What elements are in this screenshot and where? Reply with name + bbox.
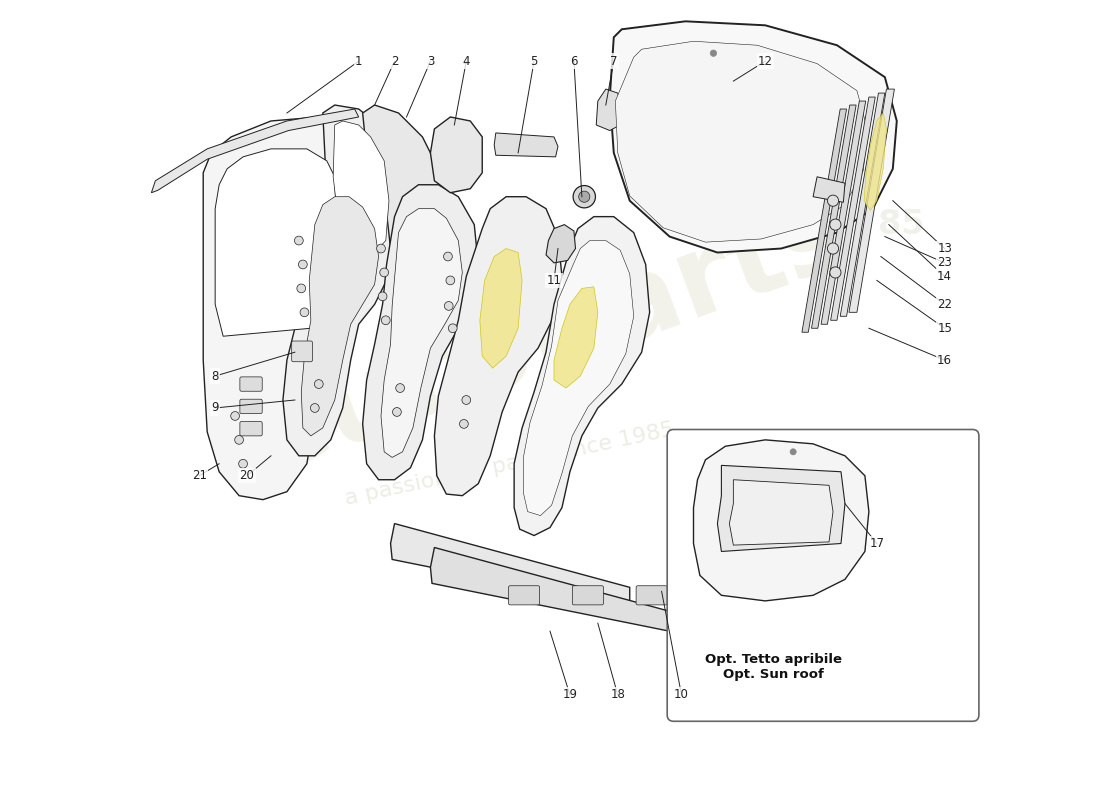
Text: 22: 22 (937, 298, 953, 311)
Circle shape (449, 324, 458, 333)
Polygon shape (717, 466, 845, 551)
Polygon shape (821, 101, 866, 324)
Polygon shape (434, 197, 562, 496)
Text: 17: 17 (869, 537, 884, 550)
Text: 18: 18 (610, 689, 625, 702)
Circle shape (396, 384, 405, 393)
FancyBboxPatch shape (240, 422, 262, 436)
Polygon shape (301, 197, 378, 436)
FancyBboxPatch shape (636, 586, 668, 605)
Polygon shape (152, 109, 359, 193)
Circle shape (790, 449, 796, 455)
Text: 20: 20 (240, 470, 254, 482)
Text: 2: 2 (390, 54, 398, 68)
Circle shape (382, 316, 390, 325)
Polygon shape (693, 440, 869, 601)
Circle shape (443, 252, 452, 261)
Circle shape (827, 195, 838, 206)
Circle shape (298, 260, 307, 269)
Circle shape (239, 459, 248, 468)
Text: 11: 11 (547, 274, 561, 287)
FancyBboxPatch shape (240, 377, 262, 391)
FancyBboxPatch shape (240, 399, 262, 414)
Circle shape (315, 380, 323, 389)
Polygon shape (494, 133, 558, 157)
Text: 15: 15 (937, 322, 953, 334)
Text: 12: 12 (758, 54, 772, 68)
Text: 4: 4 (462, 54, 470, 68)
Circle shape (310, 403, 319, 412)
Text: 8: 8 (211, 370, 219, 382)
Text: 7: 7 (610, 54, 617, 68)
Polygon shape (840, 93, 884, 316)
Circle shape (460, 419, 469, 428)
Text: 6: 6 (570, 54, 578, 68)
Polygon shape (609, 22, 896, 253)
Circle shape (462, 396, 471, 404)
Circle shape (444, 302, 453, 310)
Text: europarts: europarts (235, 176, 865, 496)
Polygon shape (802, 109, 847, 332)
Circle shape (393, 407, 402, 416)
Circle shape (711, 50, 716, 56)
Text: 19: 19 (562, 689, 578, 702)
Polygon shape (204, 117, 359, 500)
Circle shape (300, 308, 309, 317)
Text: a passion for parts since 1985: a passion for parts since 1985 (343, 419, 676, 509)
Circle shape (234, 435, 243, 444)
Circle shape (579, 191, 590, 202)
Polygon shape (322, 105, 407, 277)
Circle shape (297, 284, 306, 293)
Polygon shape (480, 249, 522, 368)
Polygon shape (390, 523, 629, 607)
Polygon shape (216, 149, 337, 336)
Polygon shape (554, 286, 597, 388)
Circle shape (378, 292, 387, 301)
Text: 85: 85 (878, 208, 924, 241)
Text: 9: 9 (211, 402, 219, 414)
Circle shape (295, 236, 304, 245)
Polygon shape (363, 185, 478, 480)
Text: 21: 21 (191, 470, 207, 482)
FancyBboxPatch shape (572, 586, 604, 605)
Circle shape (379, 268, 388, 277)
Text: 13: 13 (937, 242, 953, 255)
Circle shape (827, 243, 838, 254)
Polygon shape (812, 105, 856, 328)
Text: 3: 3 (427, 54, 434, 68)
Text: 14: 14 (937, 270, 953, 283)
Polygon shape (524, 241, 634, 515)
Polygon shape (865, 113, 887, 210)
Polygon shape (830, 97, 876, 320)
Polygon shape (615, 42, 867, 242)
Text: 23: 23 (937, 256, 953, 270)
Polygon shape (430, 547, 670, 631)
Text: Opt. Tetto apribile
Opt. Sun roof: Opt. Tetto apribile Opt. Sun roof (705, 653, 842, 681)
Text: 10: 10 (674, 689, 689, 702)
Polygon shape (381, 209, 462, 458)
Circle shape (446, 276, 454, 285)
Polygon shape (333, 121, 389, 261)
Polygon shape (283, 173, 390, 456)
Polygon shape (514, 217, 650, 535)
Polygon shape (363, 105, 440, 265)
Text: 1: 1 (355, 54, 362, 68)
Text: 16: 16 (937, 354, 953, 366)
FancyBboxPatch shape (508, 586, 540, 605)
FancyBboxPatch shape (292, 341, 312, 362)
Text: 5: 5 (530, 54, 538, 68)
Circle shape (376, 244, 385, 253)
Circle shape (231, 411, 240, 420)
Polygon shape (546, 225, 575, 263)
Polygon shape (813, 177, 845, 202)
Polygon shape (430, 117, 482, 193)
Polygon shape (849, 89, 894, 312)
Polygon shape (729, 480, 833, 545)
FancyBboxPatch shape (668, 430, 979, 722)
Polygon shape (596, 89, 622, 130)
Circle shape (829, 267, 842, 278)
Circle shape (573, 186, 595, 208)
Circle shape (829, 219, 842, 230)
